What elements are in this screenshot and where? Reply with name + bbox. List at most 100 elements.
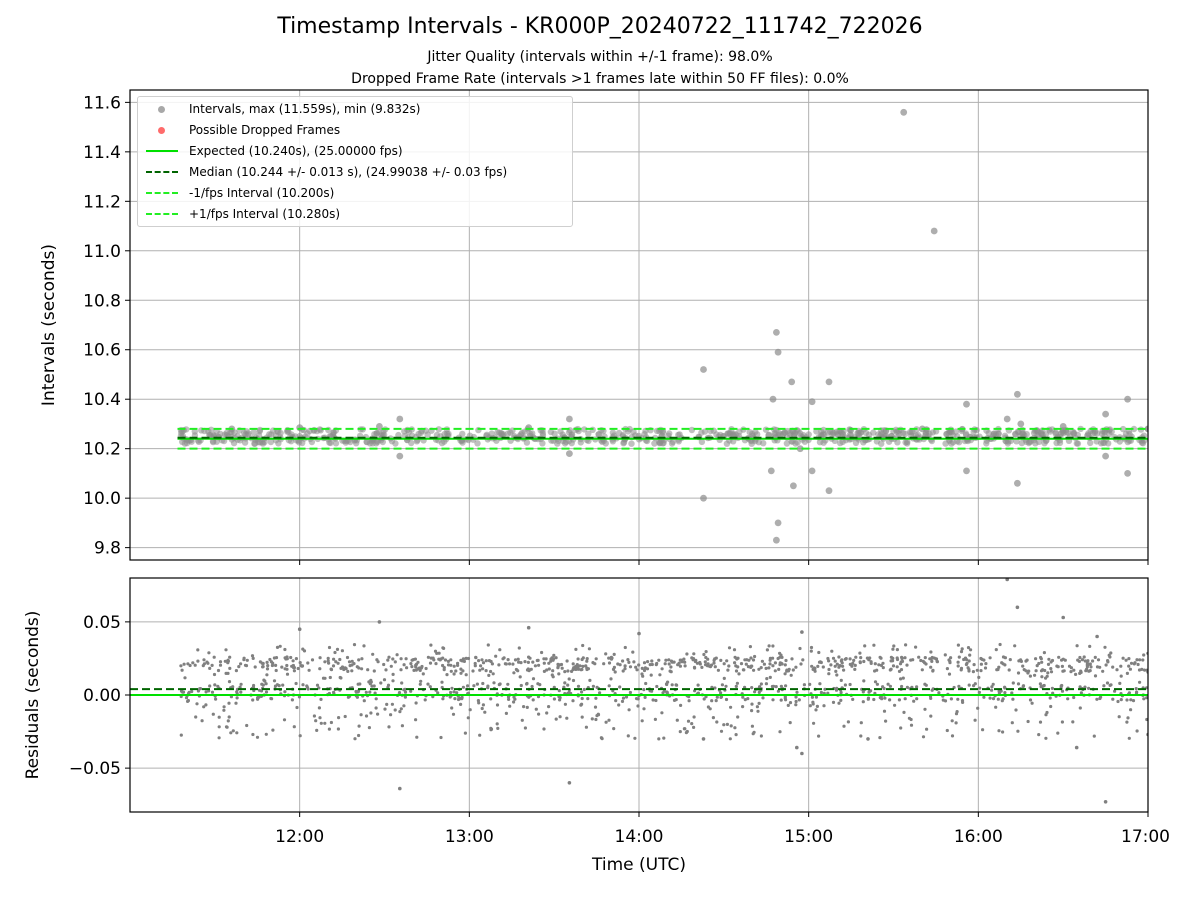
residual-point: [1082, 655, 1086, 659]
residual-point: [954, 712, 959, 716]
residual-point: [571, 678, 576, 683]
legend-item-plus-interval: +1/fps Interval (10.280s): [144, 205, 340, 223]
residual-point: [789, 673, 793, 677]
residual-point: [272, 656, 276, 660]
residual-point: [212, 655, 216, 659]
residual-point: [210, 663, 214, 668]
residual-point: [516, 669, 520, 673]
residual-point: [715, 720, 719, 724]
residual-point: [767, 666, 771, 670]
residual-point: [627, 708, 631, 712]
residual-point: [814, 695, 819, 699]
residual-point: [816, 664, 820, 669]
residual-point: [1014, 708, 1018, 712]
residual-point: [736, 715, 740, 719]
residual-point: [207, 651, 211, 655]
residual-point: [1137, 668, 1142, 672]
interval-point: [774, 348, 782, 356]
residual-point: [722, 723, 726, 727]
residual-point: [441, 646, 445, 650]
residual-point: [580, 715, 584, 719]
residual-point: [484, 669, 488, 673]
residual-point: [580, 667, 584, 672]
y-tick-label: 10.0: [83, 489, 121, 509]
residual-point: [645, 667, 650, 671]
residual-point: [910, 685, 914, 689]
residual-point: [788, 721, 792, 725]
residual-point: [1010, 691, 1014, 695]
residual-point: [621, 696, 626, 700]
residual-point: [239, 690, 243, 694]
residual-point: [339, 666, 343, 671]
residual-point: [1060, 664, 1064, 669]
residual-point: [961, 700, 965, 705]
residual-point: [727, 646, 732, 650]
residual-point: [294, 657, 298, 661]
residual-point: [996, 667, 1000, 672]
residual-point: [929, 665, 933, 669]
residual-point: [495, 722, 499, 726]
residual-point: [929, 714, 933, 718]
residual-point: [765, 677, 769, 681]
residual-point: [891, 656, 895, 660]
residual-point: [332, 690, 336, 694]
residual-point: [667, 658, 671, 662]
residual-point: [231, 685, 235, 689]
residual-point: [437, 651, 441, 655]
residual-point: [626, 658, 630, 662]
residual-point: [662, 736, 666, 740]
residual-point: [722, 662, 726, 666]
residual-point: [298, 661, 302, 665]
residual-point: [771, 656, 775, 660]
residual-point: [285, 672, 290, 676]
residual-point: [819, 690, 824, 695]
residual-point: [899, 668, 904, 672]
residual-point: [778, 661, 782, 665]
residual-point: [667, 662, 671, 666]
residual-point: [542, 669, 547, 674]
residual-point: [1088, 669, 1092, 673]
residual-point: [342, 667, 346, 672]
residual-point: [332, 657, 336, 661]
residual-point: [657, 658, 661, 662]
residual-point: [800, 751, 804, 756]
interval-point: [424, 431, 431, 438]
residual-point: [809, 645, 814, 650]
residual-point: [959, 668, 963, 672]
residual-point: [458, 697, 462, 701]
interval-point: [363, 438, 371, 446]
residual-point: [616, 662, 620, 666]
residual-point: [393, 708, 397, 712]
residual-point: [612, 727, 616, 731]
interval-point: [327, 439, 334, 447]
residual-point: [827, 667, 831, 672]
residual-point: [1127, 657, 1131, 661]
residual-point: [923, 656, 927, 660]
residual-point: [930, 655, 934, 660]
residual-point: [1129, 698, 1133, 702]
residual-point: [859, 721, 863, 725]
residual-point: [511, 700, 516, 704]
residual-point: [297, 627, 302, 631]
residual-point: [757, 667, 761, 671]
interval-point: [825, 487, 833, 495]
residual-point: [837, 655, 841, 659]
residual-point: [244, 664, 249, 668]
interval-point: [1014, 390, 1021, 398]
residual-point: [802, 683, 807, 687]
residual-point: [566, 683, 570, 687]
residual-point: [238, 685, 242, 689]
residual-point: [282, 718, 287, 722]
residual-point: [750, 702, 754, 706]
residual-point: [710, 685, 714, 689]
residual-point: [567, 690, 571, 694]
residual-point: [786, 703, 790, 708]
residual-point: [977, 675, 981, 680]
residual-point: [1142, 668, 1146, 672]
residual-point: [722, 676, 726, 681]
residual-point: [650, 659, 654, 663]
residual-point: [773, 661, 778, 665]
residual-point: [1125, 698, 1129, 702]
residual-point: [428, 661, 433, 665]
residual-point: [225, 725, 229, 729]
